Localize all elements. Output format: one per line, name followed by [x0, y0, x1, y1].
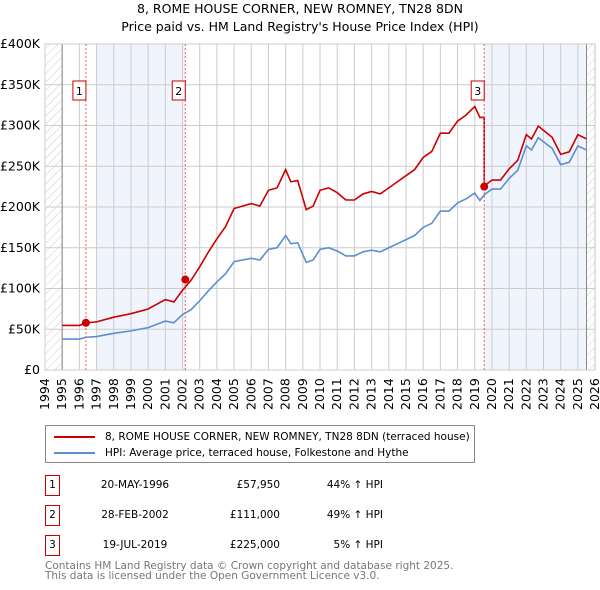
x-tick-label: 1997 [89, 378, 104, 410]
x-tick-label: 2021 [501, 378, 516, 410]
sale-date: 28-FEB-2002 [101, 509, 169, 521]
sale-number: 3 [45, 535, 60, 556]
x-tick-label: 2022 [518, 378, 533, 410]
sale-row: 3 19-JUL-2019 £225,000 5% ↑ HPI [45, 535, 465, 556]
sale-number: 1 [45, 475, 60, 496]
x-tick-label: 2014 [381, 378, 396, 410]
sale-price: £111,000 [229, 509, 280, 521]
x-tick-label: 2003 [192, 378, 207, 410]
sale-label: 3 [474, 85, 481, 98]
x-tick-label: 2026 [587, 378, 600, 410]
sale-label: 2 [175, 85, 182, 98]
sale-hpi-diff: 49% ↑ HPI [326, 509, 383, 521]
sale-label-box [171, 80, 186, 101]
legend-swatch-red [54, 436, 95, 438]
x-tick-label: 2010 [312, 378, 327, 410]
sale-label-box [72, 80, 87, 101]
hpi-line [62, 136, 587, 340]
legend-swatch-blue [54, 452, 95, 454]
sale-hpi-diff: 44% ↑ HPI [326, 479, 383, 491]
x-tick-label: 2015 [398, 378, 413, 410]
x-tick-label: 2000 [140, 378, 155, 410]
x-tick-label: 2007 [260, 378, 275, 410]
x-tick-label: 2012 [346, 378, 361, 410]
y-tick-label: £100K [0, 281, 41, 296]
sale-date: 19-JUL-2019 [102, 539, 168, 551]
y-tick-label: £250K [0, 158, 41, 173]
x-tick-label: 2006 [243, 378, 258, 410]
x-tick-label: 2009 [295, 378, 310, 410]
x-tick-label: 1996 [71, 378, 86, 410]
sale-date: 20-MAY-1996 [100, 479, 170, 491]
legend: 8, ROME HOUSE CORNER, NEW ROMNEY, TN28 8… [45, 425, 475, 463]
sale-hpi-diff: 5% ↑ HPI [333, 539, 383, 551]
y-tick-label: £200K [0, 199, 41, 214]
y-tick-label: £50K [8, 321, 41, 336]
sale-price: £57,950 [236, 479, 280, 491]
y-tick-label: £350K [0, 77, 41, 92]
x-tick-label: 1995 [54, 378, 69, 410]
x-tick-label: 2023 [536, 378, 551, 410]
x-tick-label: 1999 [123, 378, 138, 410]
sale-row: 2 28-FEB-2002 £111,000 49% ↑ HPI [45, 505, 465, 526]
sale-label-box [470, 80, 485, 101]
y-tick-label: £300K [0, 118, 41, 133]
x-tick-label: 2011 [329, 378, 344, 410]
legend-label: HPI: Average price, terraced house, Folk… [105, 447, 409, 459]
y-tick-label: £150K [0, 240, 41, 255]
plot-border [44, 43, 596, 371]
x-tick-label: 2008 [278, 378, 293, 410]
sale-row: 1 20-MAY-1996 £57,950 44% ↑ HPI [45, 475, 465, 496]
x-tick-label: 2013 [364, 378, 379, 410]
x-tick-label: 1998 [106, 378, 121, 410]
property-price-line [62, 105, 587, 327]
sale-point [480, 182, 489, 191]
legend-label: 8, ROME HOUSE CORNER, NEW ROMNEY, TN28 8… [105, 431, 470, 443]
sale-point [181, 275, 190, 284]
price-chart: 8, ROME HOUSE CORNER, NEW ROMNEY, TN28 8… [0, 1, 600, 410]
sale-price: £225,000 [229, 539, 280, 551]
footer-line: This data is licensed under the Open Gov… [45, 570, 380, 582]
chart-title: 8, ROME HOUSE CORNER, NEW ROMNEY, TN28 8… [137, 1, 463, 16]
y-tick-label: £400K [0, 36, 41, 51]
x-tick-label: 2005 [226, 378, 241, 410]
legend-item-hpi: HPI: Average price, terraced house, Folk… [54, 446, 409, 460]
footer-line: Contains HM Land Registry data © Crown c… [45, 560, 454, 572]
x-tick-label: 2019 [467, 378, 482, 410]
sale-point [81, 318, 90, 327]
sale-label: 1 [76, 85, 83, 98]
legend-item-property: 8, ROME HOUSE CORNER, NEW ROMNEY, TN28 8… [54, 430, 470, 444]
x-tick-label: 2001 [157, 378, 172, 410]
x-tick-label: 2017 [432, 378, 447, 410]
x-tick-label: 1994 [37, 378, 52, 410]
x-tick-label: 2002 [175, 378, 190, 410]
x-tick-label: 2024 [553, 378, 568, 410]
x-tick-label: 2016 [415, 378, 430, 410]
x-tick-label: 2004 [209, 378, 224, 410]
x-tick-label: 2018 [450, 378, 465, 410]
sale-number: 2 [45, 505, 60, 526]
chart-subtitle: Price paid vs. HM Land Registry's House … [121, 19, 478, 34]
footer: Contains HM Land Registry data © Crown c… [45, 560, 454, 582]
x-tick-label: 2020 [484, 378, 499, 410]
x-tick-label: 2025 [570, 378, 585, 410]
y-tick-label: £0 [24, 362, 40, 377]
